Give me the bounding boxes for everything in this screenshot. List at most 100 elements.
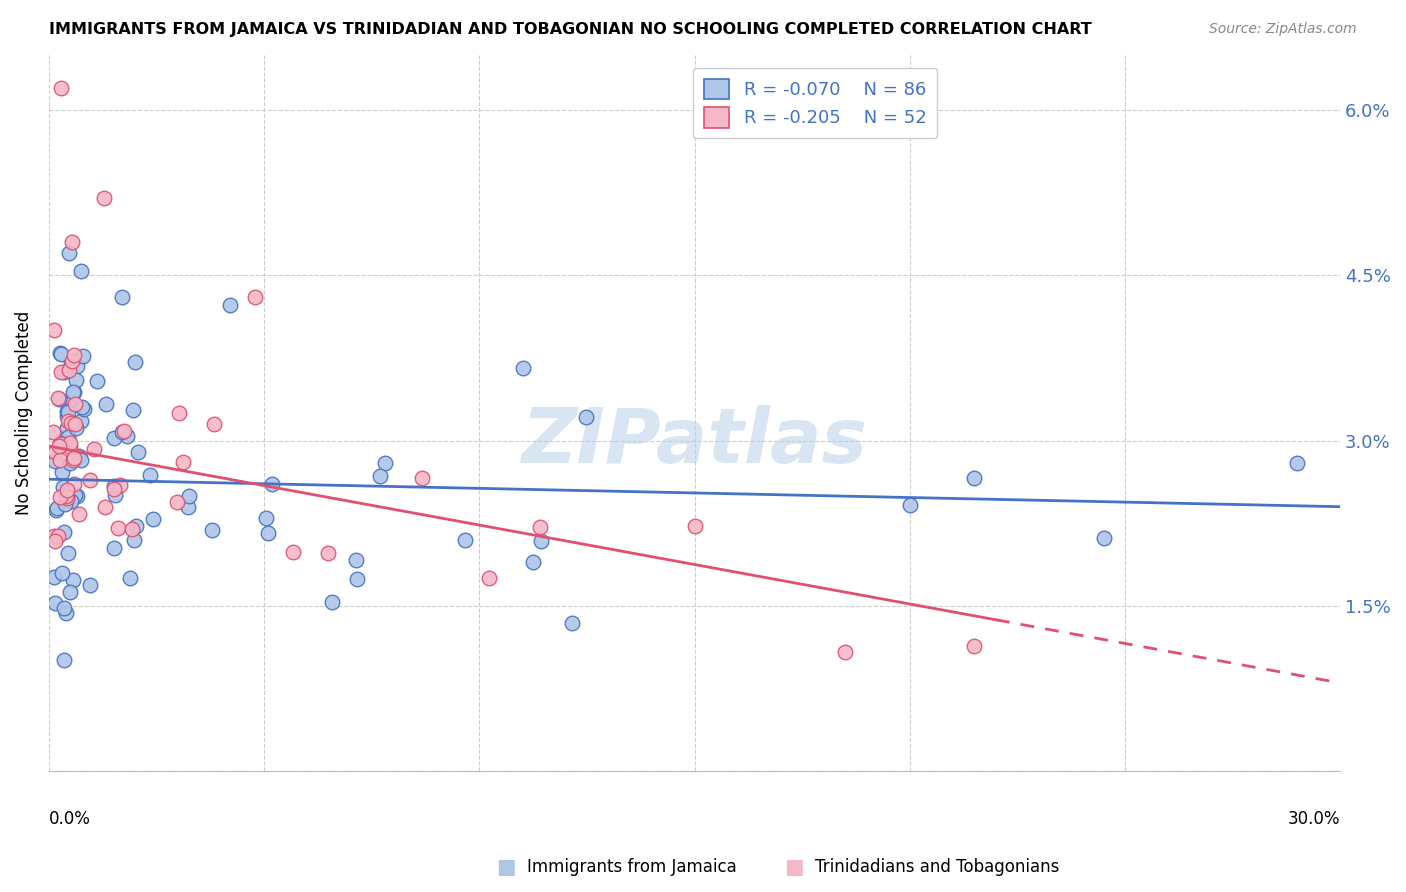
Text: Trinidadians and Tobagonians: Trinidadians and Tobagonians [815,858,1060,876]
Point [48,392,70,406]
Text: ■: ■ [785,857,804,877]
Point [202,417,225,431]
Point [218,298,240,312]
Point [86,374,108,388]
Legend: R = -0.070    N = 86, R = -0.205    N = 52: R = -0.070 N = 86, R = -0.205 N = 52 [693,68,938,138]
Point [48,436,70,450]
Point [898,498,921,512]
Point [72,349,94,363]
Point [63,477,86,491]
Point [55,606,77,620]
Point [48,439,70,453]
Point [48,452,70,467]
Point [283,545,305,559]
Point [94,500,117,514]
Point [56,491,79,506]
Point [529,520,551,534]
Point [83,442,105,456]
Point [260,476,283,491]
Point [963,639,986,653]
Point [49,365,72,379]
Point [104,488,127,502]
Point [172,455,194,469]
Point [94,397,117,411]
Point [103,431,125,445]
Text: Immigrants from Jamaica: Immigrants from Jamaica [527,858,737,876]
Point [142,512,165,526]
Point [59,585,82,599]
Point [44,533,66,548]
Point [56,483,79,497]
Point [72,401,94,416]
Point [58,397,80,411]
Point [79,578,101,592]
Point [122,402,145,417]
Point [63,488,86,502]
Point [683,519,706,533]
Point [530,534,553,549]
Point [124,533,146,548]
Point [69,453,91,467]
Point [55,489,77,503]
Text: Source: ZipAtlas.com: Source: ZipAtlas.com [1209,22,1357,37]
Point [53,653,76,667]
Point [127,444,149,458]
Point [52,480,75,494]
Point [58,246,80,260]
Point [51,566,73,580]
Point [201,523,224,537]
Point [316,546,339,560]
Point [46,391,69,405]
Point [56,430,79,444]
Point [59,494,82,508]
Point [103,541,125,555]
Point [411,471,433,485]
Point [167,406,190,420]
Point [108,478,131,492]
Point [124,355,146,369]
Point [121,522,143,536]
Point [59,441,82,455]
Text: 0.0%: 0.0% [49,810,91,828]
Point [51,465,73,479]
Point [56,420,79,434]
Point [65,421,87,435]
Point [59,435,82,450]
Point [70,400,93,414]
Point [111,425,134,439]
Point [46,501,69,516]
Point [53,498,76,512]
Point [1092,531,1115,545]
Text: ■: ■ [496,857,516,877]
Point [58,456,80,470]
Point [118,570,141,584]
Point [103,482,125,496]
Point [63,348,86,362]
Point [45,503,67,517]
Point [49,345,72,359]
Point [111,290,134,304]
Point [66,359,89,374]
Point [44,454,66,468]
Point [66,489,89,503]
Point [62,384,84,399]
Point [176,500,198,514]
Point [346,572,368,586]
Point [63,417,86,431]
Point [42,529,65,543]
Point [60,353,83,368]
Point [56,413,79,427]
Point [67,449,90,463]
Point [56,491,79,505]
Point [48,529,70,543]
Point [575,410,598,425]
Point [62,453,84,467]
Point [56,404,79,418]
Point [58,405,80,419]
Point [453,533,475,547]
Point [62,450,84,465]
Point [52,601,75,615]
Y-axis label: No Schooling Completed: No Schooling Completed [15,311,32,516]
Point [522,555,544,569]
Point [53,366,76,380]
